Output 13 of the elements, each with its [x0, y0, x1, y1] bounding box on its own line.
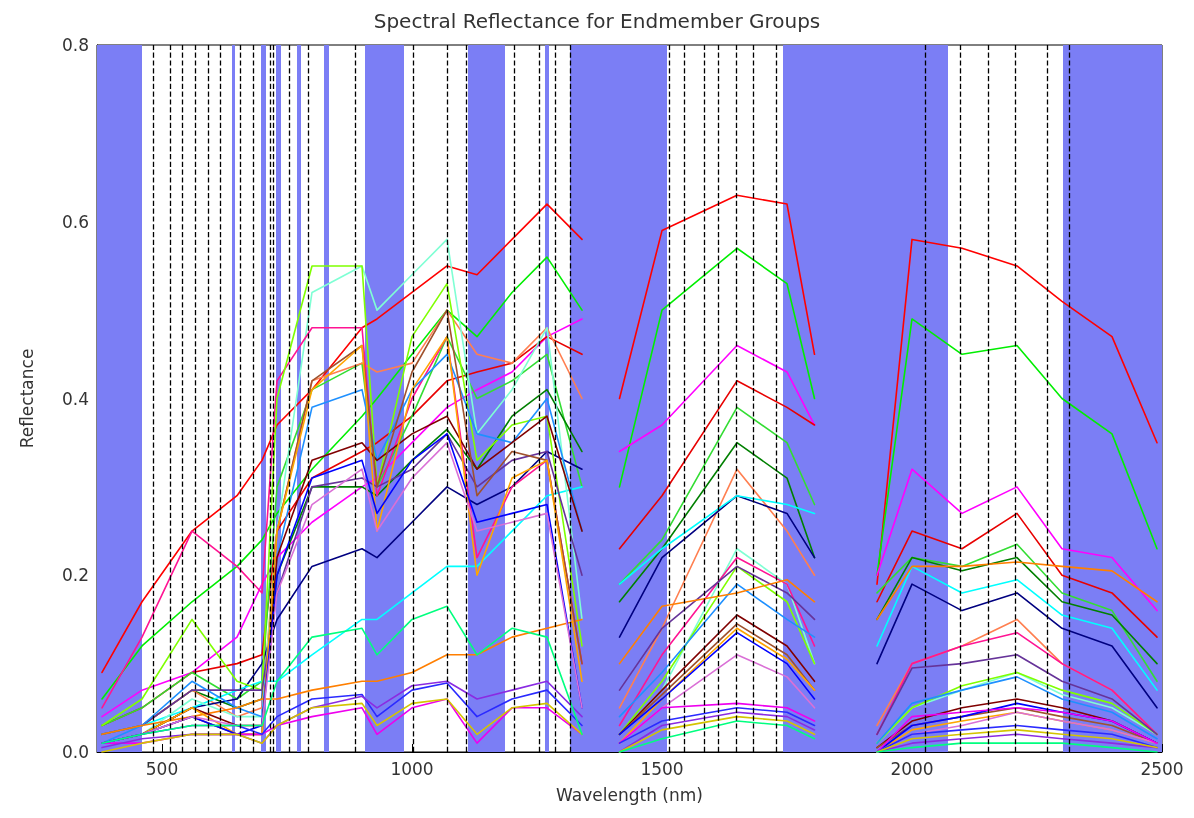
x-axis-title: Wavelength (nm) — [556, 784, 703, 805]
y-axis-title: Reflectance — [16, 348, 37, 449]
x-tick-label: 500 — [145, 758, 179, 779]
y-tick-label: 0.2 — [61, 565, 89, 586]
y-tick-label: 0.8 — [61, 35, 89, 55]
x-tick-label: 2500 — [1140, 758, 1184, 779]
y-tick-label: 0.0 — [61, 742, 89, 762]
chart-title: Spectral Reflectance for Endmember Groups — [373, 9, 821, 33]
y-tick-label: 0.6 — [61, 211, 89, 232]
x-tick-label: 2000 — [890, 758, 934, 779]
x-tick-label: 1000 — [390, 758, 434, 779]
x-tick-label: 1500 — [640, 758, 684, 779]
y-tick-label: 0.4 — [61, 388, 89, 409]
